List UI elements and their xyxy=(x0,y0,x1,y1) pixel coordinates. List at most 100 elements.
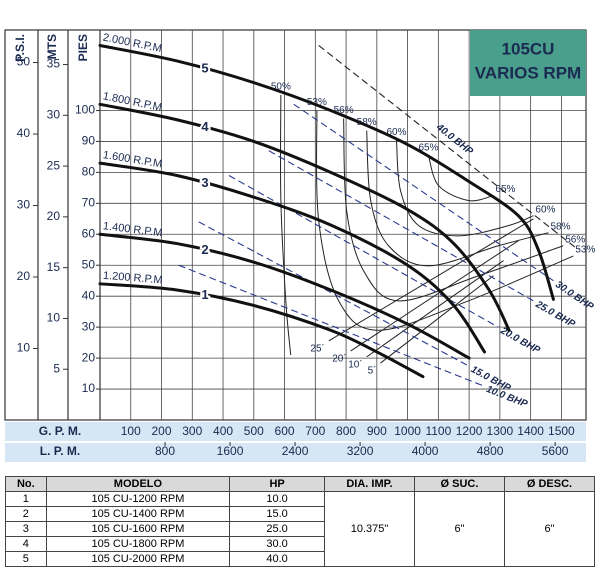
npsh-line xyxy=(380,275,494,364)
pump-curve xyxy=(98,102,511,332)
table-row: 2 105 CU-1400 RPM 15.0 xyxy=(5,506,595,522)
y-tick-label: 80 xyxy=(82,165,96,179)
table-cell: 2 xyxy=(5,506,47,522)
x-tick-label: 1400 xyxy=(517,424,544,438)
y-tick-label: 60 xyxy=(82,226,96,240)
bhp-line xyxy=(318,45,579,251)
bhp-label: 25.0 BHP xyxy=(533,299,577,331)
table-cell: 6" xyxy=(414,491,505,567)
rpm-label: 1.200 R.P.M xyxy=(103,270,164,287)
x-tick-label: 1000 xyxy=(394,424,421,438)
bhp-line xyxy=(268,150,534,302)
axis-title: MTS xyxy=(45,34,59,59)
mts-tick-label: 30 xyxy=(47,107,61,121)
gpm-row xyxy=(5,422,586,442)
efficiency-label: 56% xyxy=(334,105,354,116)
pump-curve xyxy=(98,232,471,360)
psi-tick-label: 50 xyxy=(17,55,31,69)
table-header: MODELO xyxy=(45,476,231,492)
table-cell: 10.0 xyxy=(229,491,325,507)
table-cell: 105 CU-1800 RPM xyxy=(45,536,231,552)
pump-curve xyxy=(98,43,555,301)
lpm-tick-label: 4000 xyxy=(412,444,439,458)
y-tick-label: 90 xyxy=(82,134,96,148)
mts-tick-label: 20 xyxy=(47,209,61,223)
efficiency-label: 53% xyxy=(307,97,327,108)
curve-number: 1 xyxy=(201,287,208,302)
x2-axis-label: L. P. M. xyxy=(40,444,80,458)
axis-title: P.S.I. xyxy=(13,34,27,62)
efficiency-label: 65% xyxy=(419,142,439,153)
model-table: No. MODELO HP DIA. IMP. Ø SUC. Ø DESC. 1 105 CU… xyxy=(5,476,596,567)
table-row: 5 105 CU-2000 RPM 40.0 xyxy=(5,551,595,567)
chart: G. P. M. L. P. M. P.S.I. MTS PIES 10 20 30 40 50 6… xyxy=(4,29,596,462)
curve-number: 5 xyxy=(201,60,208,75)
efficiency-curve xyxy=(428,155,494,202)
efficiency-label: 58% xyxy=(357,117,377,128)
table-cell: 25.0 xyxy=(229,521,325,537)
npsh-label: 25´ xyxy=(310,342,324,354)
npsh-label: 10´ xyxy=(348,358,362,370)
table-cell: 6" xyxy=(503,491,596,567)
x-tick-label: 300 xyxy=(182,424,202,438)
y-tick-label: 40 xyxy=(82,288,96,302)
x-tick-label: 1500 xyxy=(548,424,575,438)
psi-tick-label: 20 xyxy=(17,269,31,283)
axis-title: PIES xyxy=(76,34,90,61)
psi-tick-label: 30 xyxy=(17,198,31,212)
table-cell: 105 CU-1600 RPM xyxy=(45,521,231,537)
x-tick-label: 800 xyxy=(336,424,356,438)
lpm-tick-label: 5600 xyxy=(542,444,569,458)
title-box xyxy=(470,30,586,96)
npsh-label: 20´ xyxy=(332,353,346,365)
y-tick-label: 100 xyxy=(75,103,95,117)
npsh-line xyxy=(350,240,519,352)
efficiency-curve xyxy=(280,94,292,356)
efficiency-curve xyxy=(343,118,564,302)
table-cell: 105 CU-1200 RPM xyxy=(45,491,231,507)
x-tick-label: 1200 xyxy=(456,424,483,438)
mts-tick-label: 15 xyxy=(47,260,61,274)
table-header-row: No. MODELO HP DIA. IMP. Ø SUC. Ø DESC. xyxy=(5,476,596,492)
bhp-line xyxy=(198,221,469,367)
npsh-label: 5´ xyxy=(368,365,377,377)
table-cell: 10.375" xyxy=(323,491,416,567)
x-axis-label: G. P. M. xyxy=(39,424,81,438)
bhp-line xyxy=(293,103,554,282)
x-tick-label: 500 xyxy=(244,424,264,438)
table-header: DIA. IMP. xyxy=(323,476,416,492)
curve-number: 3 xyxy=(201,175,208,190)
lpm-tick-label: 800 xyxy=(155,444,175,458)
psi-tick-label: 10 xyxy=(17,341,31,355)
efficiency-label: 56% xyxy=(565,234,585,245)
x-tick-label: 400 xyxy=(213,424,233,438)
y-tick-label: 70 xyxy=(82,196,96,210)
table-cell: 30.0 xyxy=(229,536,325,552)
x-tick-label: 1100 xyxy=(425,424,451,438)
table-cell: 105 CU-2000 RPM xyxy=(45,551,231,567)
x-tick-label: 1300 xyxy=(487,424,514,438)
table-header: No. xyxy=(5,476,47,492)
mts-tick-label: 35 xyxy=(47,57,61,71)
efficiency-label: 53% xyxy=(575,245,595,256)
pump-curve xyxy=(98,161,486,354)
curve-number: 4 xyxy=(201,119,209,134)
efficiency-curve xyxy=(316,110,574,331)
bhp-label: 20.0 BHP xyxy=(498,325,542,357)
table-cell: 3 xyxy=(5,521,47,537)
x-tick-label: 600 xyxy=(275,424,295,438)
table-cell: 1 xyxy=(5,491,47,507)
table-cell: 4 xyxy=(5,536,47,552)
lpm-tick-label: 2400 xyxy=(282,444,309,458)
y-tick-label: 30 xyxy=(82,319,96,333)
y-tick-label: 10 xyxy=(82,381,96,395)
efficiency-label: 58% xyxy=(550,221,570,232)
npsh-line xyxy=(366,260,504,358)
table-cell: 15.0 xyxy=(229,506,325,522)
table-row: 3 105 CU-1600 RPM 25.0 xyxy=(5,521,595,537)
lpm-tick-label: 3200 xyxy=(347,444,374,458)
chart-title: 105CU xyxy=(502,39,555,58)
x-tick-label: 200 xyxy=(152,424,172,438)
y-tick-label: 50 xyxy=(82,257,96,271)
